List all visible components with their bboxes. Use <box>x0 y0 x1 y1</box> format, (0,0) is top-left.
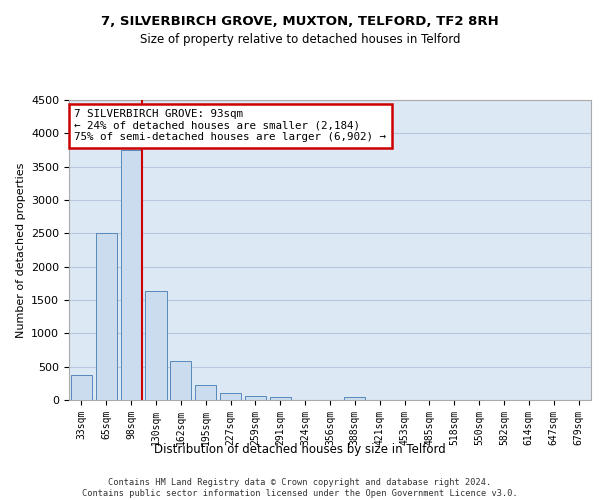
Text: 7, SILVERBIRCH GROVE, MUXTON, TELFORD, TF2 8RH: 7, SILVERBIRCH GROVE, MUXTON, TELFORD, T… <box>101 15 499 28</box>
Bar <box>245 396 266 400</box>
Text: Size of property relative to detached houses in Telford: Size of property relative to detached ho… <box>140 32 460 46</box>
Bar <box>195 385 216 400</box>
Bar <box>344 396 365 400</box>
Text: Distribution of detached houses by size in Telford: Distribution of detached houses by size … <box>154 442 446 456</box>
Bar <box>270 398 291 400</box>
Text: 7 SILVERBIRCH GROVE: 93sqm
← 24% of detached houses are smaller (2,184)
75% of s: 7 SILVERBIRCH GROVE: 93sqm ← 24% of deta… <box>74 109 386 142</box>
Text: Contains HM Land Registry data © Crown copyright and database right 2024.
Contai: Contains HM Land Registry data © Crown c… <box>82 478 518 498</box>
Bar <box>121 150 142 400</box>
Bar <box>71 376 92 400</box>
Bar <box>145 290 167 400</box>
Bar <box>170 360 191 400</box>
Y-axis label: Number of detached properties: Number of detached properties <box>16 162 26 338</box>
Bar <box>96 234 117 400</box>
Bar <box>220 392 241 400</box>
